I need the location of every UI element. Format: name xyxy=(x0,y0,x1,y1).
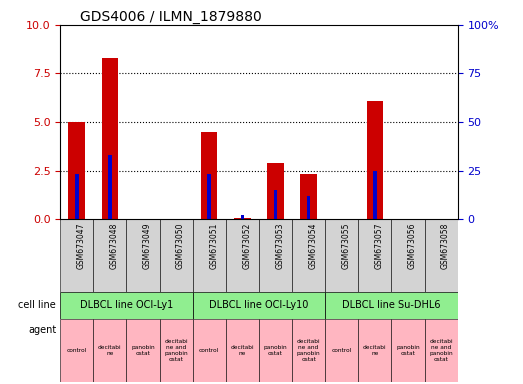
Bar xyxy=(274,190,277,219)
FancyBboxPatch shape xyxy=(192,292,325,319)
Bar xyxy=(75,174,78,219)
Text: GSM673052: GSM673052 xyxy=(242,223,252,269)
FancyBboxPatch shape xyxy=(226,319,259,382)
Bar xyxy=(69,122,85,219)
Text: DLBCL line OCI-Ly10: DLBCL line OCI-Ly10 xyxy=(209,300,309,310)
Bar xyxy=(201,132,218,219)
FancyBboxPatch shape xyxy=(425,319,458,382)
FancyBboxPatch shape xyxy=(259,319,292,382)
Text: GSM673056: GSM673056 xyxy=(408,223,417,269)
Text: control: control xyxy=(66,348,87,353)
Text: decitabi
ne and
panobin
ostat: decitabi ne and panobin ostat xyxy=(297,339,321,362)
Bar xyxy=(208,174,211,219)
Text: decitabi
ne and
panobin
ostat: decitabi ne and panobin ostat xyxy=(429,339,453,362)
FancyBboxPatch shape xyxy=(60,292,192,319)
FancyBboxPatch shape xyxy=(292,219,325,292)
Text: GSM673058: GSM673058 xyxy=(441,223,450,269)
Text: decitabi
ne: decitabi ne xyxy=(363,345,386,356)
Bar xyxy=(267,163,283,219)
FancyBboxPatch shape xyxy=(93,219,127,292)
Text: decitabi
ne: decitabi ne xyxy=(98,345,122,356)
FancyBboxPatch shape xyxy=(160,319,192,382)
Bar xyxy=(367,101,383,219)
FancyBboxPatch shape xyxy=(325,292,458,319)
Text: DLBCL line OCI-Ly1: DLBCL line OCI-Ly1 xyxy=(80,300,173,310)
Text: GSM673048: GSM673048 xyxy=(110,223,119,269)
Text: GSM673055: GSM673055 xyxy=(342,223,351,269)
FancyBboxPatch shape xyxy=(127,219,160,292)
FancyBboxPatch shape xyxy=(391,219,425,292)
Bar xyxy=(300,174,317,219)
FancyBboxPatch shape xyxy=(325,319,358,382)
Bar xyxy=(307,196,310,219)
FancyBboxPatch shape xyxy=(60,219,93,292)
Bar xyxy=(373,170,377,219)
Text: panobin
ostat: panobin ostat xyxy=(131,345,155,356)
Text: control: control xyxy=(199,348,219,353)
Text: GSM673050: GSM673050 xyxy=(176,223,185,269)
Text: DLBCL line Su-DHL6: DLBCL line Su-DHL6 xyxy=(342,300,441,310)
FancyBboxPatch shape xyxy=(259,219,292,292)
Text: agent: agent xyxy=(28,325,56,335)
Text: GSM673051: GSM673051 xyxy=(209,223,218,269)
FancyBboxPatch shape xyxy=(358,219,391,292)
Text: control: control xyxy=(332,348,352,353)
FancyBboxPatch shape xyxy=(325,219,358,292)
FancyBboxPatch shape xyxy=(127,319,160,382)
Text: panobin
ostat: panobin ostat xyxy=(396,345,420,356)
Text: GDS4006 / ILMN_1879880: GDS4006 / ILMN_1879880 xyxy=(80,10,262,24)
FancyBboxPatch shape xyxy=(192,219,226,292)
FancyBboxPatch shape xyxy=(93,319,127,382)
FancyBboxPatch shape xyxy=(160,219,192,292)
Text: panobin
ostat: panobin ostat xyxy=(264,345,287,356)
FancyBboxPatch shape xyxy=(391,319,425,382)
FancyBboxPatch shape xyxy=(292,319,325,382)
Text: GSM673049: GSM673049 xyxy=(143,223,152,269)
Bar xyxy=(101,58,118,219)
Text: decitabi
ne and
panobin
ostat: decitabi ne and panobin ostat xyxy=(164,339,188,362)
Text: GSM673047: GSM673047 xyxy=(77,223,86,269)
Text: cell line: cell line xyxy=(18,300,56,310)
Text: GSM673054: GSM673054 xyxy=(309,223,317,269)
FancyBboxPatch shape xyxy=(425,219,458,292)
Bar xyxy=(241,215,244,219)
Text: GSM673057: GSM673057 xyxy=(375,223,384,269)
Text: decitabi
ne: decitabi ne xyxy=(231,345,254,356)
Text: GSM673053: GSM673053 xyxy=(276,223,285,269)
Bar xyxy=(108,155,111,219)
FancyBboxPatch shape xyxy=(358,319,391,382)
FancyBboxPatch shape xyxy=(60,319,93,382)
FancyBboxPatch shape xyxy=(226,219,259,292)
Bar xyxy=(234,218,251,219)
FancyBboxPatch shape xyxy=(192,319,226,382)
